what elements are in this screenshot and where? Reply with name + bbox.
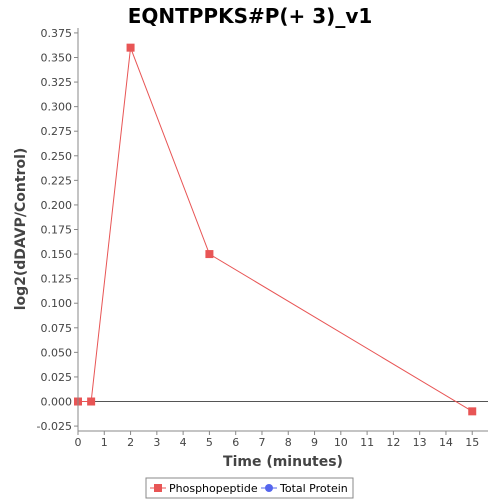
data-point-phosphopeptide	[87, 397, 96, 406]
y-tick-label: 0.025	[41, 371, 73, 384]
x-tick-label: 9	[311, 436, 318, 449]
x-tick-label: 0	[75, 436, 82, 449]
x-tick-label: 6	[232, 436, 239, 449]
y-tick-label: 0.325	[41, 76, 73, 89]
y-tick-label: 0.000	[41, 396, 73, 409]
y-tick-label: 0.300	[41, 101, 73, 114]
x-tick-label: 4	[180, 436, 187, 449]
legend: Phosphopeptide Total Protein	[145, 477, 354, 499]
legend-item-total-protein: Total Protein	[261, 482, 348, 495]
x-axis-ticks: 0 1 2 3 4 5 6 7 8 9 10 11 12 13 14 15	[75, 431, 479, 449]
y-tick-label: 0.075	[41, 322, 73, 335]
y-tick-label: 0.050	[41, 346, 73, 359]
legend-marker-square	[154, 484, 162, 492]
y-tick-label: 0.100	[41, 297, 73, 310]
legend-label-phosphopeptide: Phosphopeptide	[169, 482, 258, 495]
y-tick-label: 0.250	[41, 150, 73, 163]
x-tick-label: 10	[334, 436, 348, 449]
y-tick-label: -0.025	[37, 420, 72, 433]
x-tick-label: 3	[153, 436, 160, 449]
legend-marker-circle	[265, 484, 273, 492]
y-tick-label: 0.175	[41, 224, 73, 237]
x-tick-label: 2	[127, 436, 134, 449]
x-tick-label: 1	[101, 436, 108, 449]
x-tick-label: 15	[465, 436, 479, 449]
legend-box	[145, 477, 354, 499]
x-tick-label: 5	[206, 436, 213, 449]
y-tick-label: 0.150	[41, 248, 73, 261]
y-tick-label: 0.375	[41, 27, 73, 40]
y-tick-label: 0.125	[41, 273, 73, 286]
plot-area	[78, 28, 488, 431]
y-tick-label: 0.225	[41, 174, 73, 187]
data-point-phosphopeptide	[126, 43, 135, 52]
x-tick-label: 14	[439, 436, 453, 449]
chart-title: EQNTPPKS#P(+ 3)_v1	[128, 4, 373, 28]
y-axis-ticks: -0.025 0.000 0.025 0.050 0.075 0.100 0.125 0.15…	[37, 27, 78, 433]
x-tick-label: 7	[258, 436, 265, 449]
y-tick-label: 0.275	[41, 125, 73, 138]
x-tick-label: 12	[386, 436, 400, 449]
x-tick-label: 11	[360, 436, 374, 449]
y-tick-label: 0.350	[41, 51, 73, 64]
x-axis-label: Time (minutes)	[223, 454, 343, 470]
data-point-phosphopeptide	[205, 250, 214, 259]
legend-label-total-protein: Total Protein	[279, 482, 348, 495]
x-tick-label: 13	[413, 436, 427, 449]
y-tick-label: 0.200	[41, 199, 73, 212]
x-tick-label: 8	[285, 436, 292, 449]
y-axis-label: log2(dDAVP/Control)	[13, 148, 29, 311]
legend-item-phosphopeptide: Phosphopeptide	[150, 482, 258, 495]
data-point-phosphopeptide	[468, 407, 477, 416]
